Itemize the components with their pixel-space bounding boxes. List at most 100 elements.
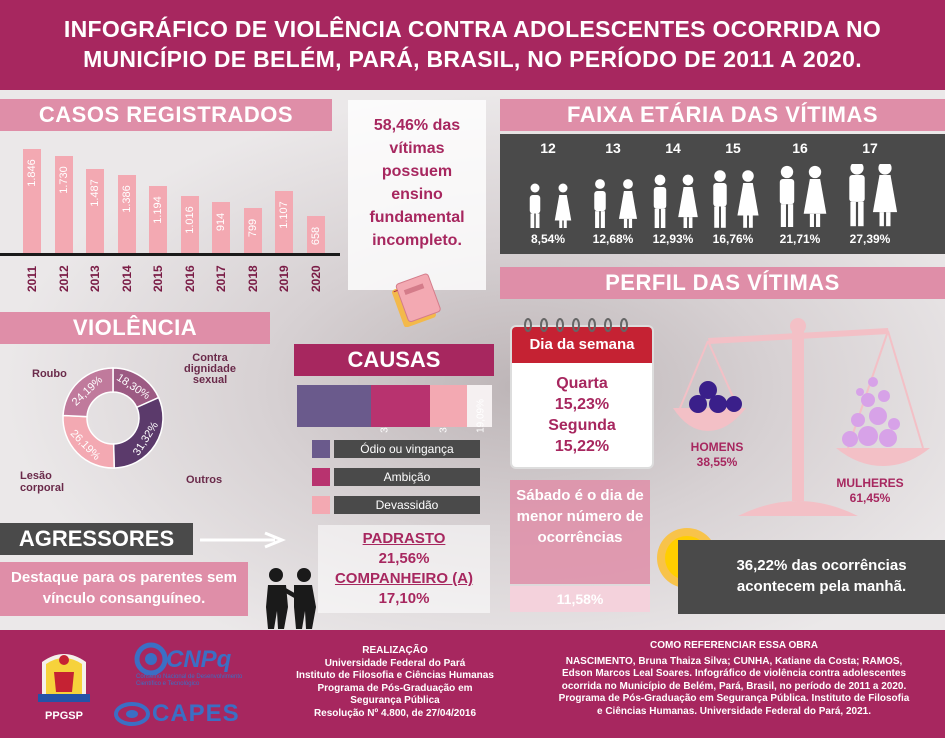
age-percent: 27,39% (849, 232, 891, 246)
page-title: INFOGRÁFICO DE VIOLÊNCIA CONTRA ADOLESCE… (0, 0, 945, 74)
causas-segment: 38,05% (297, 385, 391, 433)
age-percent: 16,76% (712, 232, 754, 246)
bar-value-label: 658 (309, 226, 322, 246)
referencia-line: ocorrida no Município de Belém, Pará, Br… (561, 680, 907, 692)
bar-value-label: 1.386 (120, 185, 133, 213)
label-roubo: Roubo (32, 368, 67, 380)
year-label: 2019 (277, 265, 291, 292)
donut-svg: 18,30%31,32%26,19%24,19% (62, 367, 164, 469)
legend-swatch (312, 496, 330, 514)
age-percent: 12,93% (652, 232, 694, 246)
label-lesao: Lesão corporal (20, 470, 65, 494)
homens-stat: HOMENS 38,55% (682, 440, 752, 470)
realizacao-line: Resolução Nº 4.800, de 27/04/2016 (313, 707, 477, 719)
ppgsp-logo (34, 642, 94, 708)
companheiro-label: COMPANHEIRO (A) (334, 570, 474, 587)
notebooks-icon (388, 272, 448, 332)
label-outros: Outros (186, 474, 223, 486)
legend-item: Devassidão (312, 496, 482, 514)
boy-girl-icon (713, 170, 759, 228)
bar-2017: 914 (212, 202, 230, 253)
legend-item: Ódio ou vingança (312, 440, 482, 458)
age-percent: 12,68% (592, 232, 634, 246)
causas-stacked-bar: 38,05%30,51% 19,09% (297, 385, 492, 433)
year-label: 2016 (182, 265, 197, 292)
arrow-icon (200, 530, 290, 555)
perfil-title: PERFIL DAS VÍTIMAS (500, 267, 945, 299)
mulheres-stat: MULHERES 61,45% (820, 476, 920, 506)
faixa-title: FAIXA ETÁRIA DAS VÍTIMAS (500, 99, 945, 131)
companheiro-percent: 17,10% (378, 590, 430, 607)
year-label: 2011 (25, 265, 39, 292)
day2-label: Segunda (548, 417, 616, 434)
boy-girl-icon (779, 165, 827, 227)
mulheres-label: MULHERES (836, 476, 904, 490)
year-label: 2018 (245, 265, 260, 292)
agressores-list: PADRASTO 21,56% COMPANHEIRO (A) 17,10% (318, 525, 490, 613)
year-label: 2013 (88, 265, 102, 292)
bar-value-label: 1.730 (57, 166, 70, 194)
causas-title: CAUSAS (294, 344, 494, 376)
causas-segment: 19,09% (430, 385, 487, 433)
faixa-panel: 12 8,54% 13 12,68% 14 12,93% 15 16,76% 16 21,71% 1… (500, 134, 945, 254)
manha-panel: 36,22% das ocorrências acontecem pela ma… (678, 540, 945, 614)
calendar-card: Dia da semana Quarta 15,23% Segunda 15,2… (510, 325, 654, 469)
bar-value-label: 914 (215, 212, 227, 232)
bar-value-label: 1.016 (183, 206, 196, 234)
chart-baseline (0, 253, 340, 256)
bar-2012: 1.730 (54, 156, 73, 253)
casos-bar-chart: 1.846 2011 1.730 2012 1.487 2013 1.386 2014 1.19… (0, 140, 340, 300)
legend-swatch (312, 468, 330, 486)
age-label: 16 (792, 140, 808, 156)
causas-segment-label: 19,09% (475, 399, 487, 433)
header-banner: INFOGRÁFICO DE VIOLÊNCIA CONTRA ADOLESCE… (0, 0, 945, 90)
age-percent: 8,54% (530, 232, 566, 246)
sabado-percent: 11,58% (510, 586, 650, 612)
manha-text: 36,22% das ocorrências acontecem pela ma… (736, 557, 907, 595)
escolaridade-panel: 58,46% das vítimas possuem ensino fundam… (348, 100, 486, 290)
footer: PPGSP CNPq Conselho Nacional de Desenvol… (0, 630, 945, 738)
year-label: 2020 (308, 265, 323, 292)
cnpq-logo (134, 642, 170, 681)
age-label: 12 (540, 140, 556, 156)
realizacao-line: Universidade Federal do Pará (324, 657, 466, 669)
mulheres-percent: 61,45% (849, 491, 891, 505)
causas-segment: 30,51% (371, 385, 450, 433)
homens-percent: 38,55% (696, 455, 738, 469)
referencia-line: Edson Marcos Leal Soares. Infográfico de… (562, 668, 906, 679)
age-label: 13 (605, 140, 621, 156)
bar-2014: 1.386 (117, 175, 136, 253)
realizacao-title: REALIZAÇÃO (362, 645, 428, 656)
bar-value-label: 1.194 (152, 196, 164, 224)
bar-value-label: 1.487 (89, 179, 101, 207)
legend-label: Devassidão (334, 496, 480, 514)
legend-item: Ambição (312, 468, 482, 486)
bar-2013: 1.487 (86, 169, 104, 253)
bar-value-label: 799 (246, 218, 259, 238)
padrasto-percent: 21,56% (378, 550, 430, 567)
realizacao-line: Instituto de Filosofia e Ciências Humana… (296, 670, 494, 681)
age-label: 17 (862, 140, 878, 156)
boy-girl-icon (653, 174, 698, 228)
legend-label: Ambição (334, 468, 480, 486)
sabado-panel: Sábado é o dia de menor número de ocorrê… (510, 480, 650, 584)
casos-title: CASOS REGISTRADOS (0, 99, 332, 131)
violencia-title: VIOLÊNCIA (0, 312, 270, 344)
title-line-2: MUNICÍPIO DE BELÉM, PARÁ, BRASIL, NO PER… (83, 46, 862, 72)
day2-percent: 15,22% (554, 438, 610, 455)
boy-girl-icon (594, 179, 638, 228)
agressores-title: AGRESSORES (0, 523, 193, 555)
bar-value-label: 1.107 (278, 201, 290, 229)
calendar-rings (520, 318, 640, 332)
bar-2020: 658 (306, 216, 325, 253)
year-label: 2014 (119, 265, 134, 292)
donut-slice (62, 367, 114, 418)
realizacao-line: Programa de Pós-Graduação em (317, 682, 473, 694)
year-label: 2012 (56, 265, 71, 292)
bar-2018: 799 (243, 208, 262, 253)
destaque-panel: Destaque para os parentes sem vínculo co… (0, 562, 248, 616)
title-line-1: INFOGRÁFICO DE VIOLÊNCIA CONTRA ADOLESCE… (63, 16, 882, 42)
age-percent: 21,71% (779, 232, 821, 246)
year-label: 2017 (214, 265, 228, 292)
legend-swatch (312, 440, 330, 458)
